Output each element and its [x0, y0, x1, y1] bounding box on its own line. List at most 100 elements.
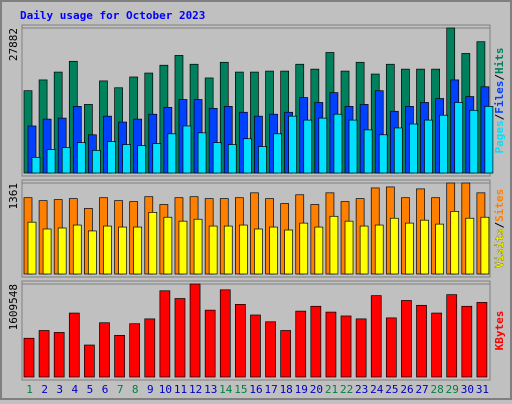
bar [148, 212, 158, 275]
bar [329, 215, 339, 275]
legend-entry: Files [493, 81, 506, 114]
bar [258, 146, 267, 174]
bar [208, 225, 218, 275]
legend-separator: / [493, 222, 506, 229]
bar [204, 309, 216, 378]
x-tick-label: 23 [355, 383, 368, 396]
y-tick-label: 27882 [7, 28, 20, 61]
bar [439, 114, 448, 174]
x-tick-label: 3 [56, 383, 63, 396]
bar [446, 294, 458, 378]
legend: Visits/Sites [493, 189, 506, 269]
bar [152, 143, 162, 174]
bar [484, 106, 494, 174]
bar [333, 113, 343, 174]
y-tick-label: 1361 [7, 183, 20, 210]
x-tick-label: 5 [87, 383, 94, 396]
x-tick-label: 10 [159, 383, 172, 396]
bar [189, 283, 201, 378]
bar [212, 142, 222, 174]
y-tick-label: 1609548 [7, 284, 20, 330]
bar [401, 300, 412, 378]
bar [299, 222, 309, 275]
bar [57, 227, 67, 275]
x-tick-label: 21 [325, 383, 338, 396]
bar [314, 226, 324, 275]
x-tick-label: 13 [204, 383, 217, 396]
bar [393, 127, 403, 174]
bar [38, 330, 50, 378]
bar [405, 222, 414, 275]
bar [42, 228, 52, 275]
bar [84, 344, 95, 378]
x-tick-label: 6 [102, 383, 109, 396]
x-tick-label: 17 [264, 383, 277, 396]
bar [424, 119, 433, 174]
x-tick-label: 27 [415, 383, 428, 396]
bar [163, 216, 173, 275]
bar [137, 145, 147, 174]
x-tick-label: 2 [41, 383, 48, 396]
x-tick-label: 31 [476, 383, 489, 396]
legend-entry: KBytes [493, 311, 506, 351]
bar [178, 220, 188, 275]
x-tick-label: 15 [234, 383, 247, 396]
x-tick-label: 14 [219, 383, 233, 396]
bar [223, 225, 233, 275]
legend-entry: Pages [493, 120, 506, 153]
legend-entry: Visits [493, 229, 506, 269]
bar [133, 226, 143, 275]
bar [72, 224, 82, 275]
bar [27, 221, 37, 275]
bar [103, 225, 112, 275]
bar [355, 318, 367, 378]
bar [46, 149, 56, 174]
bar [370, 295, 382, 378]
bar [389, 217, 399, 275]
bar [76, 142, 86, 174]
bar [182, 125, 192, 174]
bar [250, 314, 261, 378]
bar [92, 150, 101, 174]
x-tick-label: 11 [174, 383, 187, 396]
bar [480, 216, 490, 275]
bar [159, 290, 171, 378]
bar [374, 224, 384, 275]
bar [88, 230, 97, 275]
bar [174, 298, 186, 378]
bar [227, 144, 237, 174]
x-tick-label: 7 [117, 383, 124, 396]
bar [53, 332, 65, 378]
bar [378, 134, 388, 174]
x-tick-label: 16 [249, 383, 262, 396]
bar [129, 323, 141, 378]
x-tick-label: 29 [446, 383, 459, 396]
bar [359, 225, 369, 275]
legend-entry: Hits [493, 48, 506, 75]
x-tick-label: 25 [385, 383, 398, 396]
x-tick-label: 28 [431, 383, 444, 396]
bar [385, 317, 397, 378]
bar [465, 217, 475, 275]
bar [144, 318, 156, 378]
x-tick-label: 30 [461, 383, 474, 396]
bar [340, 315, 352, 378]
bar [61, 147, 71, 174]
bar [118, 226, 127, 275]
bar [325, 311, 337, 378]
x-tick-label: 20 [310, 383, 323, 396]
bar [235, 303, 246, 378]
bar [435, 223, 444, 275]
legend: Pages/Files/Hits [493, 48, 506, 154]
x-tick-label: 18 [280, 383, 293, 396]
bar [288, 115, 297, 174]
bar [409, 123, 418, 174]
bar [122, 144, 131, 174]
bar [420, 219, 429, 275]
x-tick-label: 8 [132, 383, 139, 396]
bar [476, 302, 488, 378]
bar [239, 224, 248, 275]
bar [431, 312, 442, 378]
x-tick-label: 12 [189, 383, 202, 396]
